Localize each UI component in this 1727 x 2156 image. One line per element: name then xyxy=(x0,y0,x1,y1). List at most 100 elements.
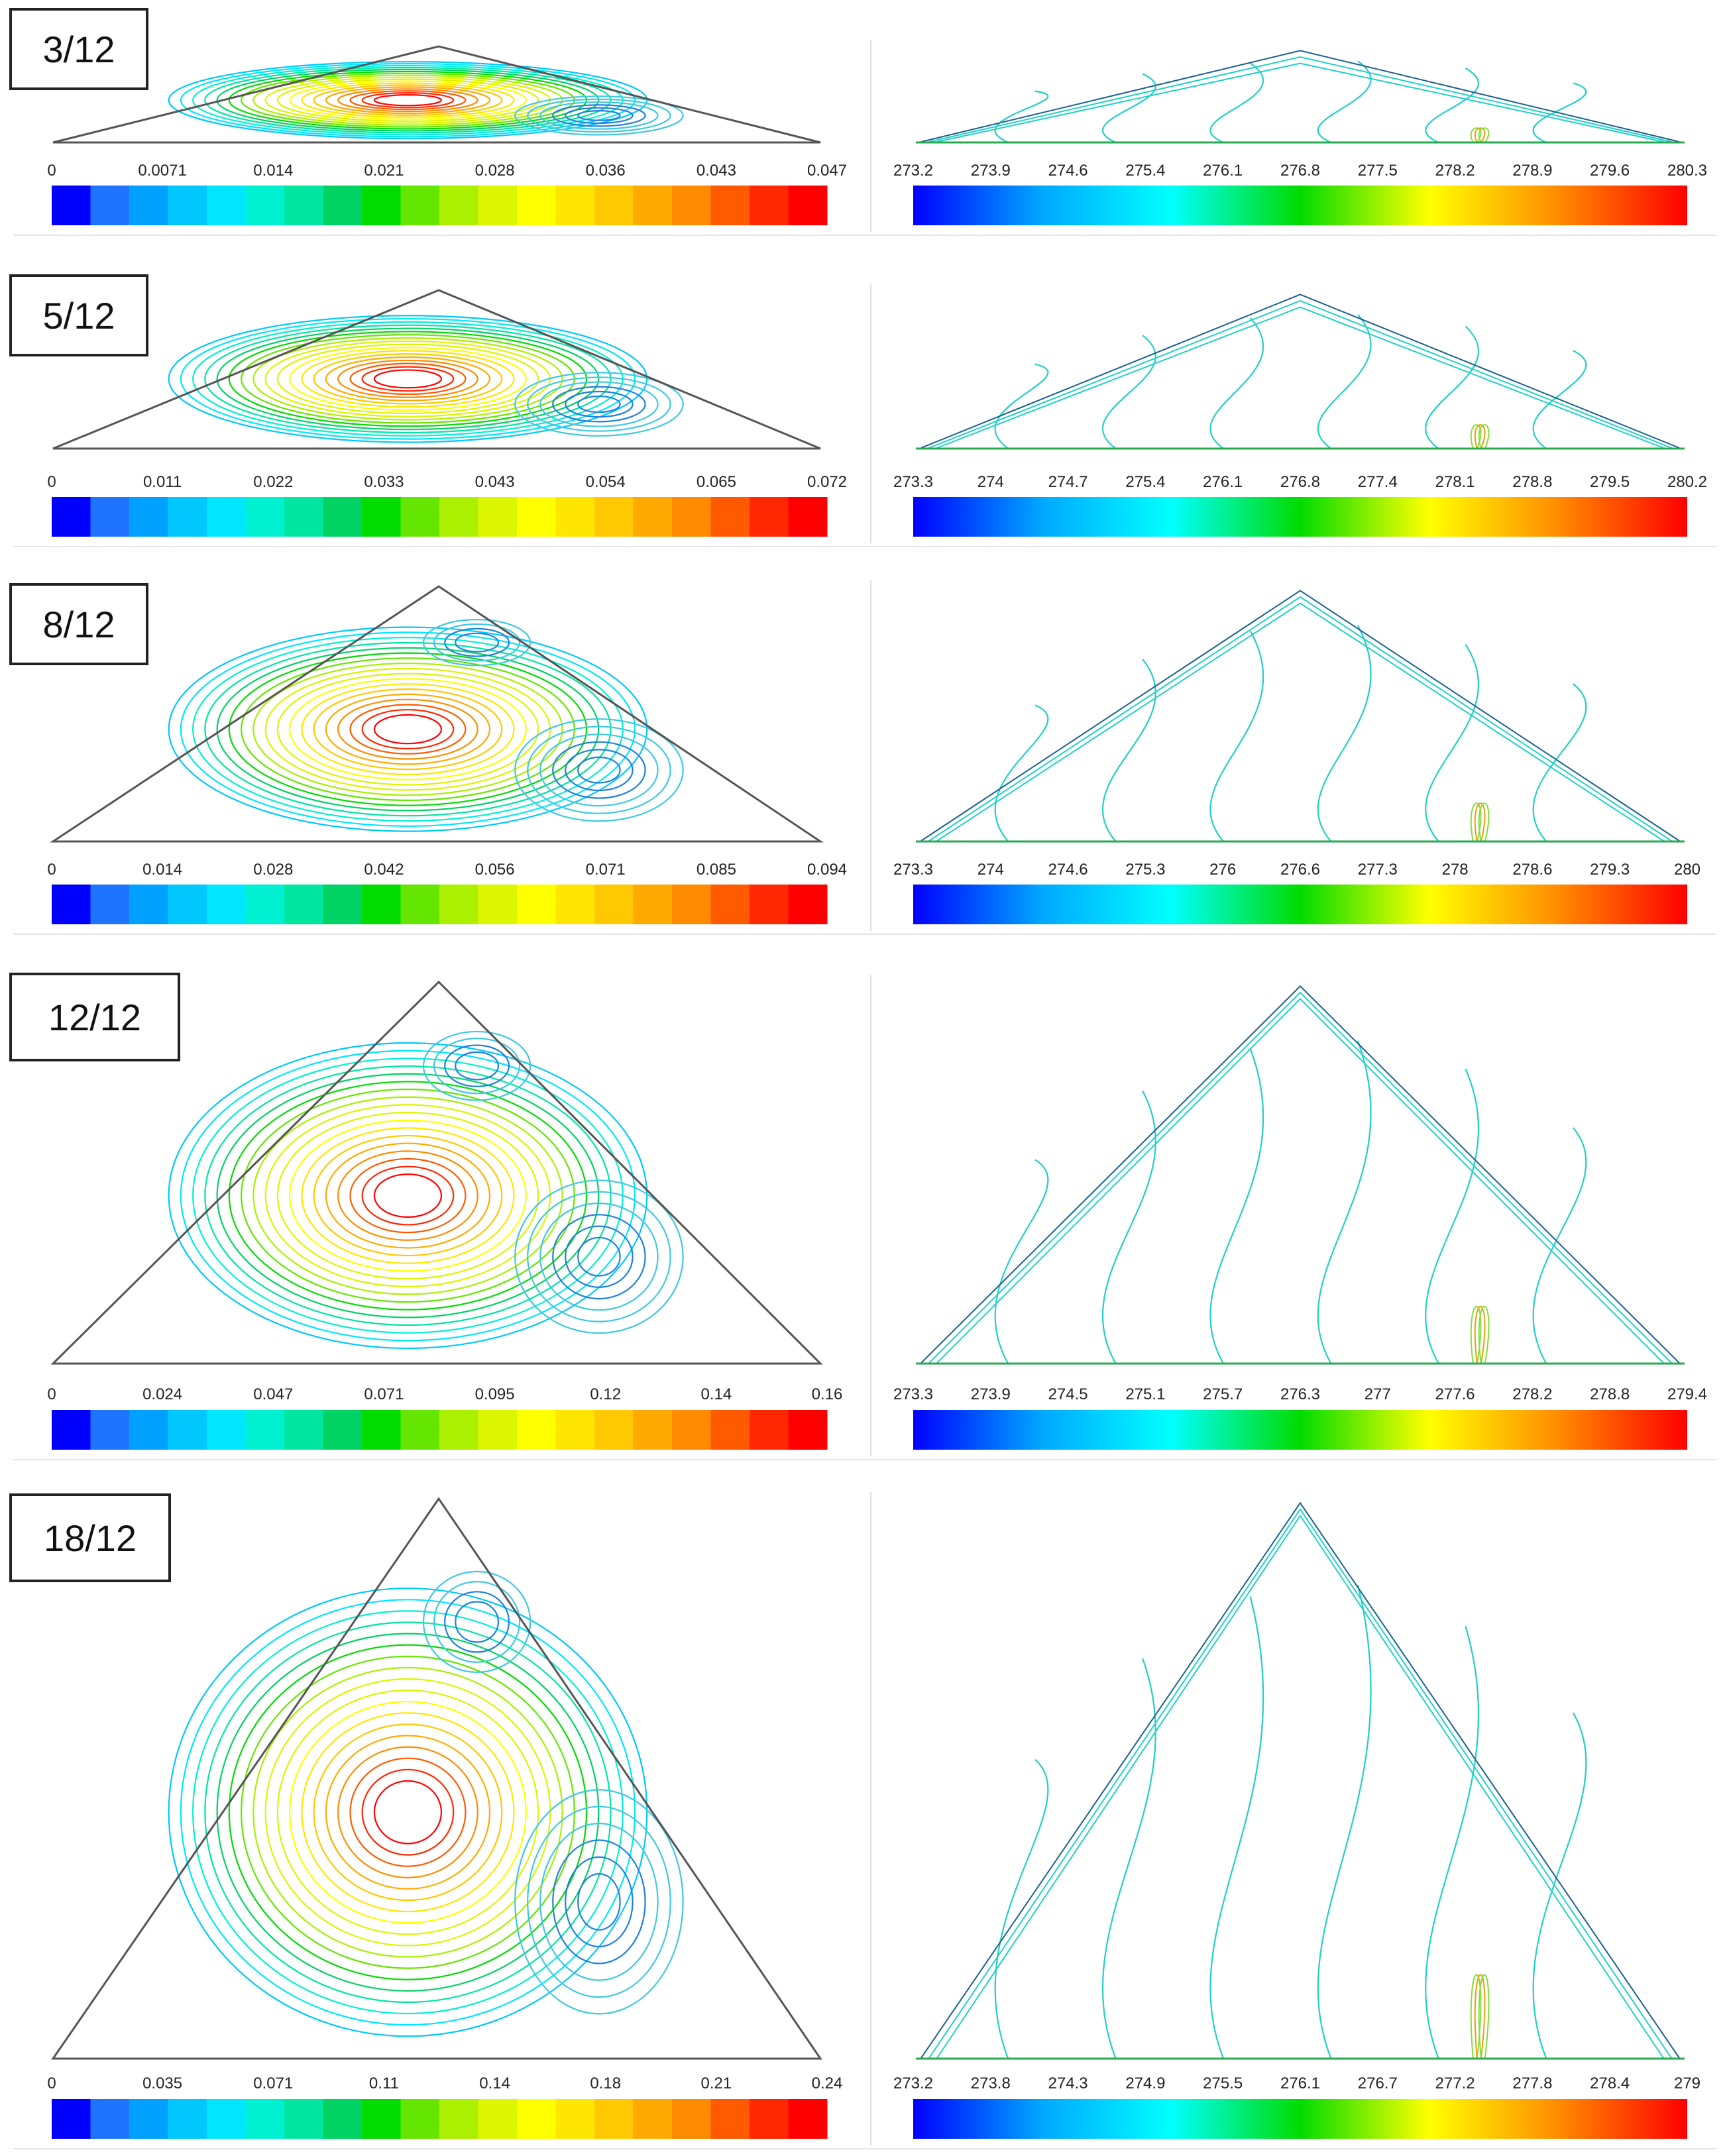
streamline-contour xyxy=(514,1179,684,1334)
isotherm-contour xyxy=(994,1159,1049,1364)
streamline-tick-label: 0.071 xyxy=(253,2075,293,2092)
streamline-contour xyxy=(289,1701,527,1924)
streamline-tick-label: 0 xyxy=(47,162,56,180)
streamline-contour xyxy=(455,632,499,653)
aspect-ratio-label: 12/12 xyxy=(9,973,180,1061)
streamline-contour xyxy=(349,90,467,111)
streamline-contour xyxy=(325,1735,491,1890)
isotherm-plume xyxy=(1474,802,1486,842)
colorbar-band xyxy=(168,497,207,537)
temperature-colorbar xyxy=(913,2099,1687,2139)
isotherm-contour xyxy=(994,363,1049,449)
temperature-colorbar xyxy=(913,186,1687,225)
streamline-contour xyxy=(168,626,648,832)
isotherm-contour xyxy=(1532,1127,1587,1364)
colorbar-band xyxy=(633,2099,673,2139)
streamline-contour xyxy=(252,1096,563,1295)
streamline-contour xyxy=(228,331,588,427)
colorbar-band xyxy=(284,497,323,537)
colorbar-band xyxy=(245,497,285,537)
streamline-panel: 0 0.035 0.071 0.11 0.14 0.18 0.21 0.24 xyxy=(47,1497,843,2139)
streamline-contour xyxy=(180,62,636,138)
temperature-tick-label: 277.8 xyxy=(1512,2075,1552,2092)
isotherm-contour xyxy=(1209,62,1264,144)
isotherm-contour xyxy=(1317,625,1372,842)
colorbar-band xyxy=(129,186,168,225)
colorbar-band xyxy=(517,186,556,225)
isotherm-boundary-layer xyxy=(936,1514,1664,2059)
isotherm-boundary-layer xyxy=(920,985,1680,1364)
streamline-contour xyxy=(325,1142,491,1249)
streamline-contour xyxy=(361,91,455,109)
colorbar-band xyxy=(52,885,91,924)
streamline-contour xyxy=(204,1065,612,1326)
temperature-tick-label: 274.9 xyxy=(1125,2075,1165,2092)
streamline-contour xyxy=(180,1599,636,2026)
streamline-contour xyxy=(349,362,467,396)
temperature-tick-label: 273.2 xyxy=(893,2075,933,2092)
streamline-contour xyxy=(552,741,646,799)
streamline-contour xyxy=(264,340,551,417)
isotherm-panel: 273.3 274 274.6 275.3 276 276.6 277.3 278 278.6 2… xyxy=(893,590,1700,924)
streamline-tick-label: 0.071 xyxy=(364,1385,404,1403)
temperature-tick-label: 273.3 xyxy=(893,473,933,491)
temperature-tick-label: 278.6 xyxy=(1512,861,1552,879)
colorbar-band xyxy=(633,186,673,225)
streamline-contour xyxy=(455,1601,499,1643)
streamline-contour xyxy=(539,733,659,807)
temperature-colorbar xyxy=(913,1410,1687,1450)
temperature-tick-label: 273.9 xyxy=(971,162,1011,180)
streamline-contour xyxy=(337,1150,478,1241)
colorbar-band xyxy=(594,186,634,225)
temperature-tick-label: 278.8 xyxy=(1512,473,1552,491)
cavity-wall xyxy=(52,45,821,144)
temperature-tick-label: 276.1 xyxy=(1203,473,1243,491)
streamline-tick-label: 0.11 xyxy=(369,2075,399,2092)
colorbar-band xyxy=(439,1410,478,1450)
temperature-tick-label: 275.5 xyxy=(1203,2075,1243,2092)
temperature-tick-label: 277.6 xyxy=(1435,1385,1475,1403)
isotherm-panel: 273.3 273.9 274.5 275.1 275.7 276.3 277 277.6 27… xyxy=(893,985,1707,1450)
colorbar-band xyxy=(672,1410,711,1450)
streamline-contour xyxy=(337,88,478,113)
streamline-contour xyxy=(349,704,467,755)
colorbar-band xyxy=(672,186,711,225)
streamline-tick-label: 0.24 xyxy=(812,2075,843,2092)
colorbar-band xyxy=(52,497,91,537)
streamline-contour xyxy=(180,631,636,827)
aspect-ratio-label: 8/12 xyxy=(9,583,148,665)
isotherm-plume xyxy=(1470,1305,1482,1364)
colorbar-band xyxy=(517,2099,556,2139)
colorbar-band xyxy=(362,1410,401,1450)
streamline-contour xyxy=(527,726,671,814)
temperature-tick-label: 277.3 xyxy=(1358,861,1398,879)
temperature-tick-label: 279 xyxy=(1674,2075,1700,2092)
colorbar-band xyxy=(594,497,634,537)
streamline-contour xyxy=(264,1678,551,1947)
temperature-tick-label: 275.4 xyxy=(1125,162,1165,180)
streamline-contour xyxy=(527,98,671,133)
isotherm-contour xyxy=(994,704,1049,842)
temperature-tick-label: 275.7 xyxy=(1203,1385,1243,1403)
streamline-contour xyxy=(276,1689,539,1935)
isotherm-panel: 273.2 273.8 274.3 274.9 275.5 276.1 276.7 277.2… xyxy=(893,1501,1700,2139)
colorbar-band xyxy=(129,1410,168,1450)
streamline-contour xyxy=(422,619,531,667)
temperature-tick-label: 277.5 xyxy=(1358,162,1398,180)
colorbar-band xyxy=(594,1410,634,1450)
temperature-tick-label: 275.4 xyxy=(1125,473,1165,491)
colorbar-band xyxy=(168,1410,207,1450)
isotherm-plume xyxy=(1470,802,1482,842)
streamline-tick-label: 0.021 xyxy=(364,162,404,180)
streamline-contour xyxy=(514,95,684,136)
streamline-contour xyxy=(180,317,636,440)
streamline-contour xyxy=(527,1191,671,1322)
colorbar-band xyxy=(788,497,828,537)
streamline-contour xyxy=(455,1051,499,1081)
colorbar-band xyxy=(478,1410,518,1450)
colorbar-band xyxy=(750,885,789,924)
temperature-tick-label: 277 xyxy=(1365,1385,1391,1403)
temperature-tick-label: 279.5 xyxy=(1590,473,1630,491)
streamline-contour xyxy=(241,1088,575,1303)
cavity-wall xyxy=(51,1497,822,2060)
